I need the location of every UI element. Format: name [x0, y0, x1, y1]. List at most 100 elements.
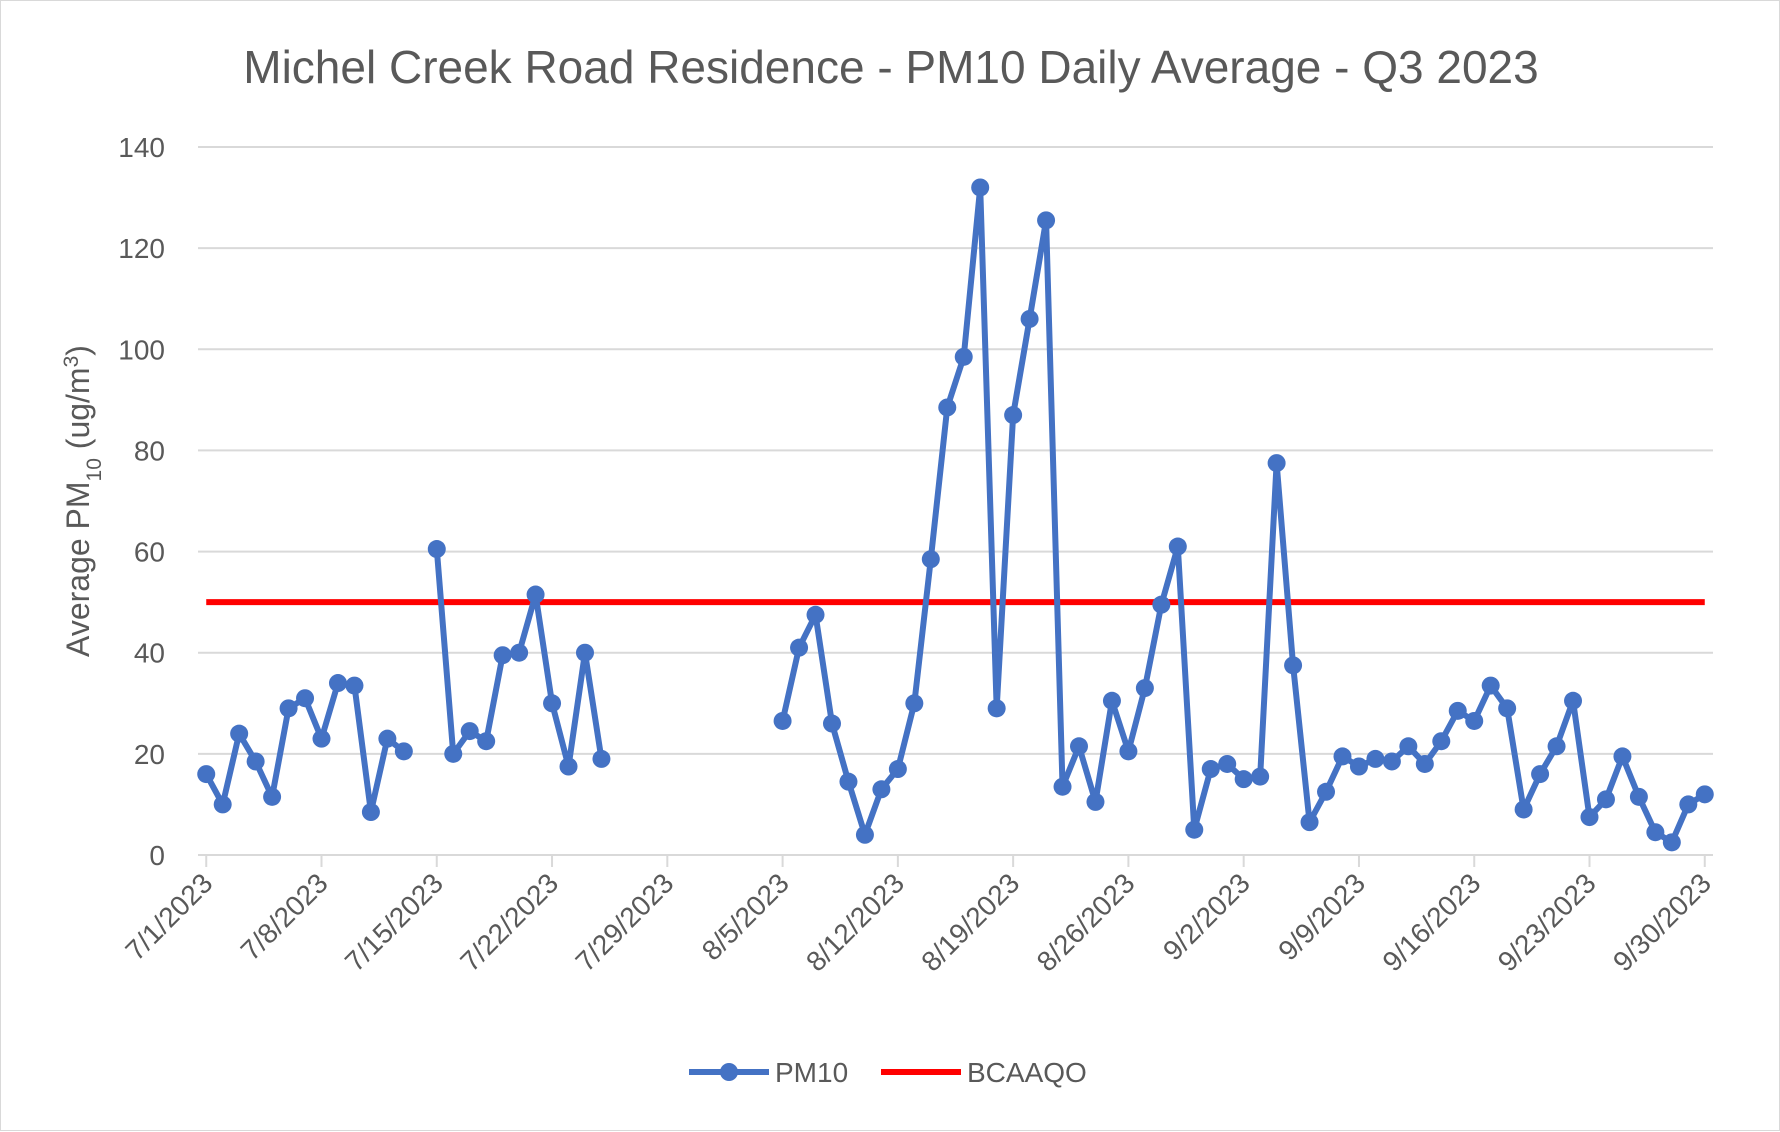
y-tick-label: 20: [134, 739, 165, 770]
pm10-series-point: [1349, 757, 1368, 776]
pm10-series-point: [1020, 309, 1039, 328]
pm10-series-point: [230, 724, 249, 743]
pm10-series-point: [427, 540, 446, 559]
pm10-series-point: [1102, 691, 1121, 710]
pm10-series-point: [279, 699, 298, 718]
y-axis-title-suffix: ): [60, 345, 96, 356]
pm10-series-point: [1366, 749, 1385, 768]
y-axis-title-subscript: 10: [83, 458, 106, 481]
pm10-series-point: [1218, 754, 1237, 773]
x-tick-label: 8/26/2023: [1031, 867, 1141, 977]
x-tick-label: 7/8/2023: [235, 867, 334, 966]
pm10-series-point: [1234, 770, 1253, 789]
pm10-series-point: [1564, 691, 1583, 710]
y-tick-label: 100: [118, 334, 165, 365]
pm10-series-point: [872, 780, 891, 799]
y-tick-label: 60: [134, 537, 165, 568]
gridlines: [198, 146, 1713, 856]
pm10-series-point: [1695, 785, 1714, 804]
pm10-series-point: [1629, 787, 1648, 806]
pm10-series-point: [477, 732, 496, 751]
pm10-series-point: [1037, 211, 1056, 230]
x-tick-label: 8/19/2023: [915, 867, 1025, 977]
pm10-series-point: [1267, 454, 1286, 473]
pm10-series-point: [1284, 656, 1303, 675]
pm10-series-point: [1415, 754, 1434, 773]
pm10-series-point: [526, 585, 545, 604]
pm10-series-point: [1382, 752, 1401, 771]
pm10-series-point: [543, 694, 562, 713]
pm10-series-point: [1168, 537, 1187, 556]
pm10-series-point: [1547, 737, 1566, 756]
y-axis: 0 20 40 60 80 100 120 140: [118, 132, 165, 871]
pm10-series-point: [1053, 777, 1072, 796]
x-tick-label: 7/15/2023: [339, 867, 449, 977]
pm10-series-point: [1514, 800, 1533, 819]
series-layer: [197, 178, 1714, 852]
pm10-series-point: [1300, 813, 1319, 832]
pm10-series-point: [296, 689, 315, 708]
x-axis: 7/1/2023 7/8/2023 7/15/2023 7/22/2023 7/29/2…: [119, 855, 1717, 977]
pm10-series-point: [1498, 699, 1517, 718]
pm10-series-point: [839, 772, 858, 791]
pm10-series-point: [575, 643, 594, 662]
y-tick-label: 80: [134, 435, 165, 466]
pm10-series-point: [987, 699, 1006, 718]
pm10-series-point: [1004, 406, 1023, 425]
pm10-series-point: [444, 744, 463, 763]
pm10-series-line: [779, 184, 1708, 846]
pm10-series-point: [246, 752, 265, 771]
pm10-series-point: [1086, 792, 1105, 811]
pm10-series-point: [559, 757, 578, 776]
x-tick-label: 9/30/2023: [1607, 867, 1717, 977]
pm10-series-point: [312, 729, 331, 748]
y-axis-title-units: (ug/m: [60, 367, 96, 458]
y-axis-title-prefix: Average PM: [60, 481, 96, 657]
pm10-series-point: [1531, 765, 1550, 784]
pm10-series-point: [1119, 742, 1138, 761]
pm10-series-point: [1399, 737, 1418, 756]
pm10-series-point: [1580, 808, 1599, 827]
legend: PM10 BCAAQO: [689, 1057, 1087, 1088]
pm10-series-point: [1201, 760, 1220, 779]
pm10-series-point: [1185, 820, 1204, 839]
pm10-series-point: [361, 803, 380, 822]
pm10-series-point: [822, 714, 841, 733]
pm10-series-point: [921, 550, 940, 569]
pm10-series-point: [328, 674, 347, 693]
pm10-series-point: [345, 676, 364, 695]
pm10-series-point: [1152, 595, 1171, 614]
y-tick-label: 140: [118, 132, 165, 163]
pm10-series-point: [1135, 679, 1154, 698]
pm10-series-point: [510, 643, 529, 662]
legend-pm10-marker: [720, 1063, 738, 1081]
pm10-series-point: [1646, 823, 1665, 842]
pm10-series-point: [1465, 711, 1484, 730]
y-tick-label: 0: [149, 840, 165, 871]
x-tick-label: 8/12/2023: [800, 867, 910, 977]
pm10-series-point: [197, 765, 216, 784]
x-tick-label: 8/5/2023: [696, 867, 795, 966]
pm10-series-point: [460, 722, 479, 741]
x-tick-label: 9/2/2023: [1157, 867, 1256, 966]
pm10-series-point: [1432, 732, 1451, 751]
y-tick-label: 40: [134, 638, 165, 669]
y-tick-label: 120: [118, 233, 165, 264]
pm10-series-point: [806, 605, 825, 624]
pm10-series-point: [263, 787, 282, 806]
chart-title: Michel Creek Road Residence - PM10 Daily…: [243, 41, 1538, 93]
x-tick-label: 7/1/2023: [119, 867, 218, 966]
pm10-series-point: [1596, 790, 1615, 809]
pm10-series-point: [1317, 782, 1336, 801]
legend-bcaaqo-label: BCAAQO: [967, 1057, 1087, 1088]
pm10-series-point: [592, 749, 611, 768]
pm10-series-point: [493, 646, 512, 665]
pm10-series-point: [1333, 747, 1352, 766]
y-axis-title: Average PM10 (ug/m3): [60, 345, 106, 657]
pm10-series-point: [888, 760, 907, 779]
pm10-series-point: [790, 638, 809, 657]
pm10-series-point: [1481, 676, 1500, 695]
legend-pm10-label: PM10: [775, 1057, 848, 1088]
